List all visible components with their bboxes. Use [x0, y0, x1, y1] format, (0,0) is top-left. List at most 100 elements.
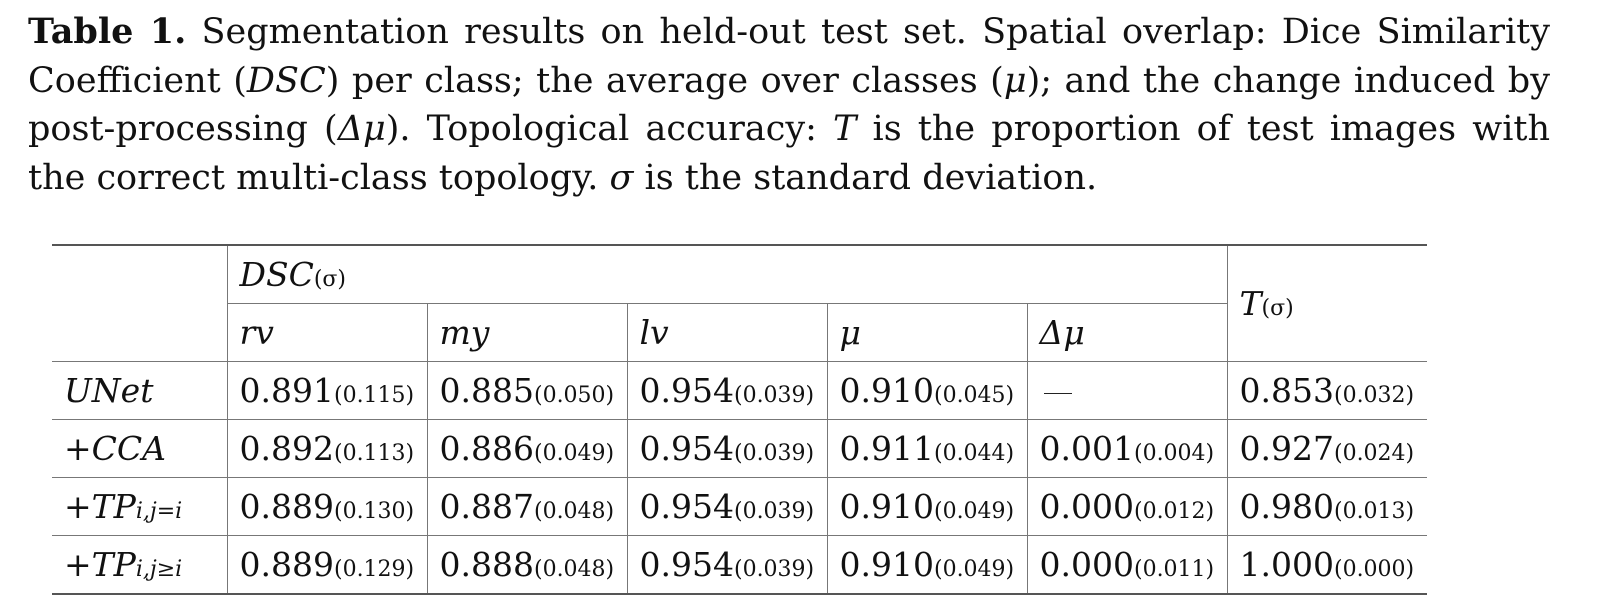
dsc-header-sub: (σ) [313, 267, 347, 292]
cell-value: 0.889 [239, 545, 334, 584]
column-header-mu: μ [826, 303, 1027, 362]
cell-value: 0.001 [1039, 429, 1134, 468]
t-header-main: T [1239, 284, 1262, 323]
table-caption: Table 1. Segmentation results on held-ou… [28, 8, 1550, 202]
cell-value: 0.954 [639, 545, 734, 584]
table-cell: 0.954(0.039) [626, 419, 827, 478]
caption-sigma: σ [609, 157, 634, 198]
cell-std: (0.024) [1333, 441, 1415, 466]
header-row-columns: rv my lv μ Δμ [52, 303, 1427, 362]
row-label-main: UNet [64, 371, 154, 410]
header-empty-cell [52, 304, 227, 362]
column-header-rv: rv [226, 303, 427, 362]
cell-value: 0.954 [639, 371, 734, 410]
table-cell: 0.911(0.044) [826, 419, 1027, 478]
cell-value: 0.000 [1039, 545, 1134, 584]
cell-value: 0.927 [1239, 429, 1334, 468]
caption-text: is the standard deviation. [633, 157, 1098, 198]
cell-std: (0.032) [1333, 383, 1415, 408]
table-cell: 0.888(0.048) [426, 535, 627, 595]
cell-std: (0.045) [933, 383, 1015, 408]
cell-value: 0.954 [639, 487, 734, 526]
column-header-delta-mu: Δμ [1026, 303, 1227, 362]
table-cell: 0.889(0.129) [226, 535, 427, 595]
cell-value: 0.853 [1239, 371, 1334, 410]
cell-value: 0.886 [439, 429, 534, 468]
t-header-sub: (σ) [1261, 296, 1294, 321]
dsc-group-header: DSC(σ) [226, 244, 1227, 304]
row-label: +TPi,j=i [52, 477, 227, 536]
table-cell: 0.889(0.130) [226, 477, 427, 536]
table-cell: 0.885(0.050) [426, 361, 627, 420]
cell-value: 0.892 [239, 429, 334, 468]
cell-std: (0.004) [1133, 441, 1215, 466]
row-label: +TPi,j≥i [52, 535, 227, 595]
header-empty-cell [52, 244, 227, 304]
table-cell: 0.000(0.011) [1026, 535, 1227, 595]
cell-std: (0.115) [333, 383, 415, 408]
cell-std: (0.013) [1333, 499, 1415, 524]
row-tp-eq: +TPi,j=i 0.889(0.130) 0.887(0.048) 0.954(0.… [52, 477, 1427, 536]
table-cell: 0.887(0.048) [426, 477, 627, 536]
cell-std: (0.048) [533, 499, 615, 524]
row-label-main: +TP [64, 545, 136, 584]
table-cell: 0.910(0.045) [826, 361, 1027, 420]
cell-std: (0.048) [533, 557, 615, 582]
table-cell: 0.001(0.004) [1026, 419, 1227, 478]
cell-value: 0.910 [839, 371, 934, 410]
table-cell: 0.910(0.049) [826, 535, 1027, 595]
row-unet: UNet 0.891(0.115) 0.885(0.050) 0.954(0.039)… [52, 361, 1427, 420]
row-label: +CCA [52, 419, 227, 478]
table-cell: 0.000(0.012) [1026, 477, 1227, 536]
table-cell: 0.954(0.039) [626, 535, 827, 595]
caption-text: Segmentation results on held-out test se… [28, 12, 1550, 101]
cell-value: 0.910 [839, 487, 934, 526]
table-cell: 0.980(0.013) [1226, 477, 1427, 536]
cell-value: 0.911 [839, 429, 934, 468]
cell-value: 0.889 [239, 487, 334, 526]
column-header-lv: lv [626, 303, 827, 362]
table-cell: 0.954(0.039) [626, 477, 827, 536]
table-cell: 0.892(0.113) [226, 419, 427, 478]
t-header: T(σ) [1226, 244, 1427, 362]
column-header-my: my [426, 303, 627, 362]
cell-std: (0.113) [333, 441, 415, 466]
cell-std: (0.039) [733, 441, 815, 466]
cell-value: 0.000 [1039, 487, 1134, 526]
cell-std: (0.049) [933, 499, 1015, 524]
cell-std: (0.039) [733, 557, 815, 582]
cell-std: (0.130) [333, 499, 415, 524]
caption-text: ) per class; the average over classes ( [325, 60, 1004, 101]
table-cell: 0.927(0.024) [1226, 419, 1427, 478]
row-cca: +CCA 0.892(0.113) 0.886(0.049) 0.954(0.039)… [52, 419, 1427, 478]
caption-text: ); and the change induced by post-proces… [28, 60, 1550, 150]
caption-text: is the proportion of test images with th… [28, 109, 1550, 198]
cell-std: (0.044) [933, 441, 1015, 466]
cell-std: (0.050) [533, 383, 615, 408]
cell-value: 0.980 [1239, 487, 1334, 526]
cell-std: (0.012) [1133, 499, 1215, 524]
table-cell: 0.853(0.032) [1226, 361, 1427, 420]
cell-std: (0.000) [1333, 557, 1415, 582]
row-label: UNet [52, 361, 227, 420]
row-label-main: +CCA [64, 429, 166, 468]
caption-mu: μ [1003, 60, 1027, 101]
dash-mark: — [1043, 392, 1072, 394]
row-label-subscript: i,j=i [135, 499, 183, 524]
cell-std: (0.039) [733, 499, 815, 524]
caption-dsc: DSC [246, 60, 326, 101]
table-cell: — [1026, 361, 1227, 420]
row-tp-geq: +TPi,j≥i 0.889(0.129) 0.888(0.048) 0.954(0.… [52, 535, 1427, 595]
caption-t: T [833, 109, 857, 149]
caption-delta-mu: Δμ [337, 109, 386, 149]
cell-value: 0.954 [639, 429, 734, 468]
table-cell: 0.954(0.039) [626, 361, 827, 420]
row-label-subscript: i,j≥i [135, 557, 183, 582]
cell-std: (0.049) [533, 441, 615, 466]
caption-text: ). Topological accuracy: [385, 109, 834, 149]
dsc-header-main: DSC [239, 255, 314, 294]
cell-std: (0.129) [333, 557, 415, 582]
results-table: DSC(σ) T(σ) rv my lv μ Δμ UNet 0.891(0.11… [52, 244, 1427, 595]
table-cell: 0.910(0.049) [826, 477, 1027, 536]
row-label-main: +TP [64, 487, 136, 526]
